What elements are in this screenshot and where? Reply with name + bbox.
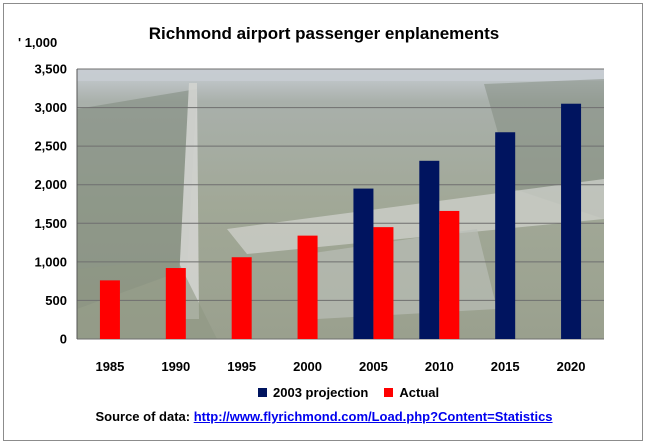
legend-swatch-projection	[258, 387, 267, 397]
bar-projection-2010	[419, 160, 440, 339]
x-tick-label: 2020	[557, 359, 586, 374]
x-tick-label: 2015	[491, 359, 520, 374]
bar-actual-1995	[231, 257, 252, 339]
x-tick-label: 1985	[95, 359, 124, 374]
legend-label-projection: 2003 projection	[273, 384, 369, 400]
bar-actual-1985	[99, 280, 120, 339]
y-tick-label: 1,000	[34, 254, 67, 269]
y-tick-label: 3,000	[34, 100, 67, 115]
x-tick-label: 2010	[425, 359, 454, 374]
x-tick-labels: 1985 1990 1995 2000 2005 2010 2015 2020	[95, 359, 585, 374]
photo-sky	[77, 69, 604, 81]
x-tick-label: 1995	[227, 359, 256, 374]
y-tick-label: 500	[45, 293, 67, 308]
y-unit-label: ' 1,000	[18, 35, 58, 50]
bar-actual-2005	[373, 227, 394, 339]
source-link[interactable]: http://www.flyrichmond.com/Load.php?Cont…	[193, 409, 553, 424]
legend-swatch-actual	[384, 387, 394, 397]
legend-item-actual: Actual	[384, 385, 439, 400]
y-tick-label: 3,500	[34, 62, 67, 77]
bar-actual-2000	[297, 235, 318, 339]
legend-item-projection: 2003 projection	[258, 385, 368, 400]
grid-lines	[76, 68, 604, 340]
bar-projection-2015	[495, 132, 516, 339]
bar-actual-1990	[165, 268, 186, 339]
x-tick-label: 1990	[161, 359, 190, 374]
y-tick-label: 0	[60, 332, 67, 347]
bar-projection-2005	[353, 188, 374, 339]
y-tick-label: 2,000	[34, 177, 67, 192]
y-tick-labels: 0 500 1,000 1,500 2,000 2,500 3,000 3,500	[34, 62, 67, 347]
source-prefix: Source of data:	[95, 409, 194, 424]
legend: 2003 projection Actual	[258, 383, 455, 401]
x-tick-label: 2000	[293, 359, 322, 374]
x-tick-label: 2005	[359, 359, 388, 374]
photo-runway-main	[177, 83, 199, 319]
y-tick-label: 1,500	[34, 216, 67, 231]
chart-title: Richmond airport passenger enplanements	[148, 24, 500, 43]
y-tick-label: 2,500	[34, 139, 67, 154]
aerial-photo-background	[77, 69, 604, 339]
bars	[99, 103, 582, 339]
legend-label-actual: Actual	[399, 384, 440, 400]
bar-actual-2010	[439, 210, 460, 339]
source-line: Source of data: http://www.flyrichmond.c…	[0, 409, 648, 424]
photo-forest-left	[77, 89, 197, 309]
bar-projection-2020	[561, 103, 582, 339]
